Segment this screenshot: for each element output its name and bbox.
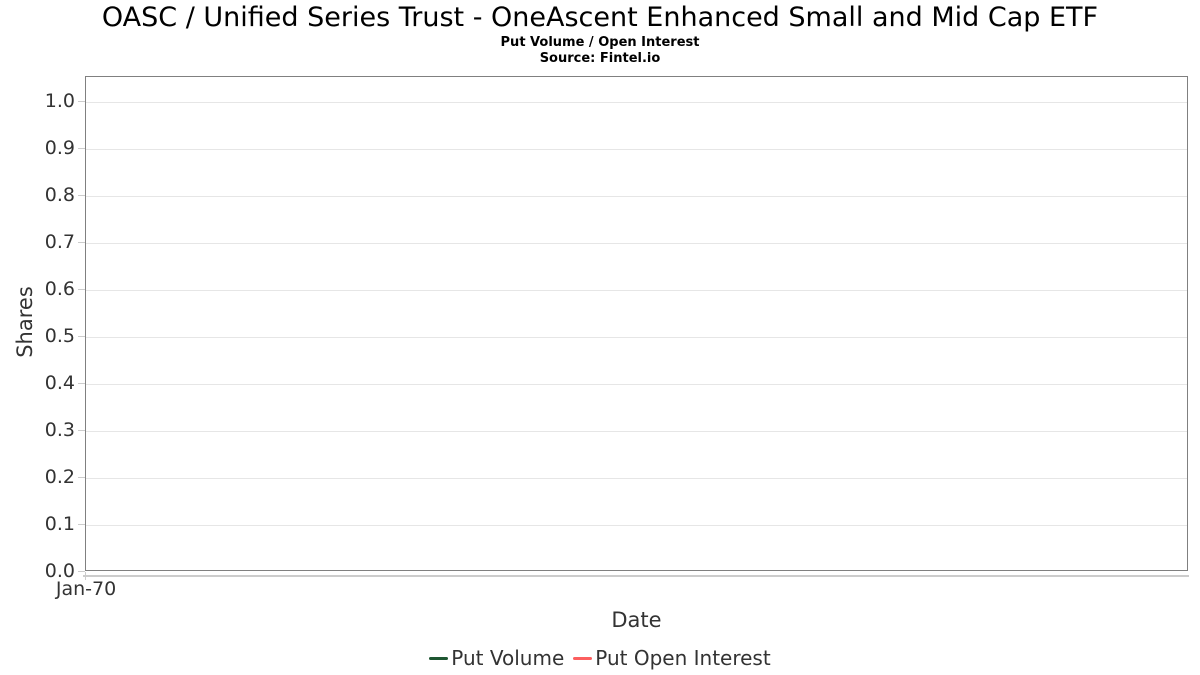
legend-label: Put Volume	[451, 646, 565, 670]
y-tick-label: 0.8	[44, 184, 75, 206]
y-tick-mark	[78, 242, 85, 243]
chart-title: OASC / Unified Series Trust - OneAscent …	[101, 2, 1099, 33]
y-tick-mark	[78, 289, 85, 290]
y-tick-label: 0.7	[44, 231, 75, 253]
legend-marker-put-volume	[429, 656, 449, 660]
y-tick-label: 0.0	[44, 560, 75, 582]
gridline	[86, 478, 1187, 479]
y-tick-mark	[78, 195, 85, 196]
chart-subtitle: Put Volume / Open Interest	[500, 35, 700, 50]
y-tick-mark	[78, 336, 85, 337]
y-tick-label: 0.3	[44, 419, 75, 441]
gridline	[86, 102, 1187, 103]
gridline	[86, 384, 1187, 385]
y-tick-label: 0.6	[44, 278, 75, 300]
x-tick-mark	[85, 572, 86, 580]
gridline	[86, 431, 1187, 432]
y-tick-label: 1.0	[44, 90, 75, 112]
chart-source: Source: Fintel.io	[539, 51, 661, 66]
gridline	[86, 337, 1187, 338]
plot-area	[85, 76, 1188, 571]
y-tick-mark	[78, 383, 85, 384]
legend: Put Volume Put Open Interest	[0, 644, 1200, 672]
gridline	[86, 196, 1187, 197]
y-tick-mark	[78, 477, 85, 478]
y-tick-mark	[78, 148, 85, 149]
y-tick-label: 0.9	[44, 137, 75, 159]
legend-item-put-open-interest[interactable]: Put Open Interest	[573, 646, 771, 670]
gridline	[86, 290, 1187, 291]
y-tick-mark	[78, 430, 85, 431]
x-axis-title: Date	[611, 608, 662, 632]
legend-marker-put-open-interest	[573, 656, 593, 660]
legend-item-put-volume[interactable]: Put Volume	[429, 646, 564, 670]
gridline	[86, 525, 1187, 526]
y-tick-label: 0.1	[44, 513, 75, 535]
y-tick-mark	[78, 524, 85, 525]
y-tick-mark	[78, 571, 85, 572]
y-tick-mark	[78, 101, 85, 102]
y-tick-label: 0.2	[44, 466, 75, 488]
y-tick-label: 0.5	[44, 325, 75, 347]
x-tick-label: Jan-70	[55, 578, 117, 600]
gridline	[86, 149, 1187, 150]
legend-label: Put Open Interest	[595, 646, 771, 670]
gridline	[86, 243, 1187, 244]
x-axis-line	[83, 575, 1189, 577]
y-tick-label: 0.4	[44, 372, 75, 394]
